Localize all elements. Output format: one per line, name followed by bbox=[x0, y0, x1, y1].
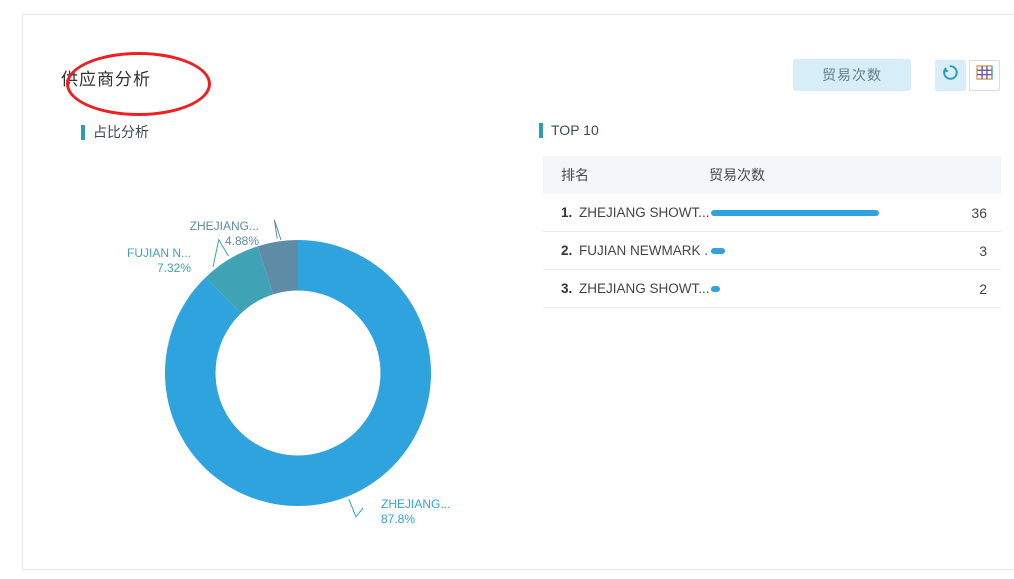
section-heading-proportion: 占比分析 bbox=[81, 122, 149, 142]
top10-table: 排名 贸易次数 1. ZHEJIANG SHOWT... 36 2. FUJIAN … bbox=[543, 156, 1001, 308]
section-heading-top10-label: TOP 10 bbox=[551, 122, 599, 138]
bar-fill bbox=[711, 209, 879, 216]
table-header-row: 排名 贸易次数 bbox=[543, 156, 1001, 194]
donut-slice[interactable] bbox=[257, 240, 298, 295]
donut-label-name: ZHEJIANG... bbox=[190, 219, 259, 233]
table-row[interactable]: 3. ZHEJIANG SHOWT... 2 bbox=[543, 270, 1001, 308]
accent-bar-icon bbox=[81, 124, 85, 140]
cell-value: 36 bbox=[971, 204, 987, 221]
donut-label-value: 7.32% bbox=[157, 261, 191, 275]
supplier-name-label: ZHEJIANG SHOWT... bbox=[579, 281, 709, 296]
donut-slice[interactable] bbox=[165, 240, 431, 507]
table-body: 1. ZHEJIANG SHOWT... 36 2. FUJIAN NEWMARK … bbox=[543, 194, 1001, 308]
header-actions: 贸易次数 bbox=[793, 59, 1000, 91]
column-header-metric: 贸易次数 bbox=[709, 167, 765, 183]
metric-toggle-button[interactable]: 贸易次数 bbox=[793, 59, 911, 91]
donut-slice[interactable] bbox=[205, 246, 274, 314]
donut-leader-line bbox=[212, 238, 229, 268]
donut-label-name: FUJIAN N... bbox=[127, 246, 191, 260]
icon-button-group bbox=[935, 59, 1000, 91]
table-row[interactable]: 2. FUJIAN NEWMARK ... 3 bbox=[543, 232, 1001, 270]
cell-bar bbox=[709, 209, 939, 216]
cell-supplier-name: 1. ZHEJIANG SHOWT... bbox=[543, 205, 709, 220]
rank-number: 1. bbox=[561, 205, 577, 220]
column-header-rank: 排名 bbox=[561, 167, 589, 183]
proportion-donut-chart: ZHEJIANG... 87.8% FUJIAN N... 7.32% ZHEJIANG… bbox=[63, 195, 523, 555]
donut-leader-line bbox=[273, 219, 282, 241]
donut-label-value: 87.8% bbox=[381, 512, 415, 526]
cell-supplier-name: 2. FUJIAN NEWMARK ... bbox=[543, 243, 709, 258]
page-title: 供应商分析 bbox=[61, 70, 151, 89]
rank-number: 3. bbox=[561, 281, 577, 296]
cell-supplier-name: 3. ZHEJIANG SHOWT... bbox=[543, 281, 709, 296]
accent-bar-icon bbox=[539, 122, 543, 138]
section-heading-top10: TOP 10 bbox=[539, 122, 599, 138]
donut-svg: ZHEJIANG...87.8%FUJIAN N...7.32%ZHEJIANG… bbox=[127, 219, 450, 526]
donut-leader-line bbox=[348, 498, 364, 518]
supplier-name-label: ZHEJIANG SHOWT... bbox=[579, 205, 709, 220]
donut-label-value: 4.88% bbox=[225, 234, 259, 248]
rank-number: 2. bbox=[561, 243, 577, 258]
table-view-button[interactable] bbox=[969, 59, 1000, 91]
bar-fill bbox=[711, 247, 725, 254]
supplier-analysis-card: 供应商分析 贸易次数 bbox=[22, 14, 1014, 570]
section-heading-proportion-label: 占比分析 bbox=[93, 124, 149, 140]
table-row[interactable]: 1. ZHEJIANG SHOWT... 36 bbox=[543, 194, 1001, 232]
cell-value: 2 bbox=[979, 280, 987, 297]
bar-fill bbox=[711, 285, 721, 292]
cell-bar bbox=[709, 285, 939, 292]
donut-label-name: ZHEJIANG... bbox=[381, 497, 450, 511]
cell-value: 3 bbox=[979, 242, 987, 259]
table-grid-icon bbox=[976, 65, 993, 85]
refresh-button[interactable] bbox=[935, 59, 966, 91]
supplier-name-label: FUJIAN NEWMARK ... bbox=[579, 243, 709, 258]
refresh-icon bbox=[942, 64, 959, 86]
cell-bar bbox=[709, 247, 939, 254]
